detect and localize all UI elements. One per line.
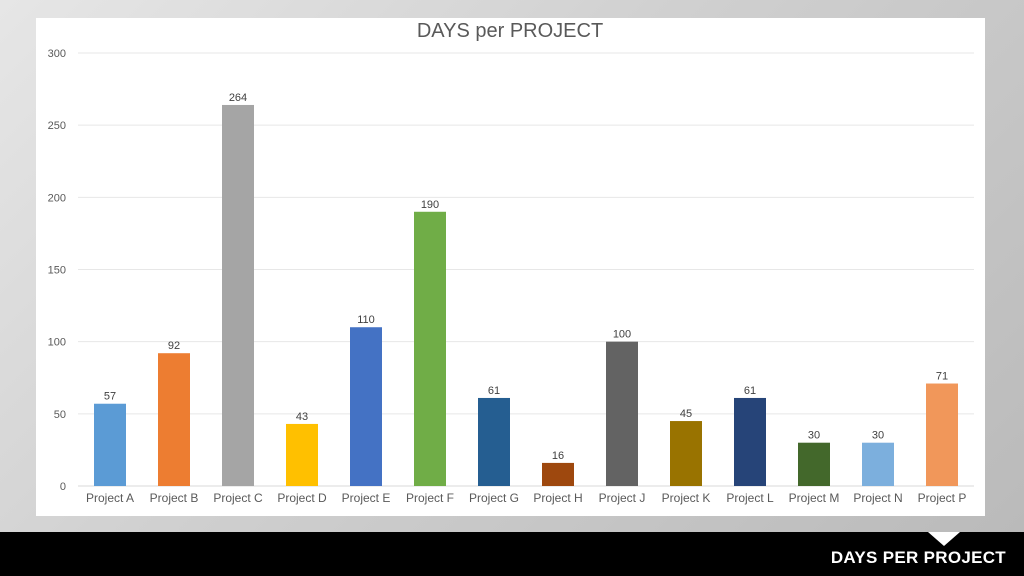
bar [414,211,446,486]
y-tick-label: 100 [48,337,66,349]
bar [542,462,574,486]
x-category-label: Project D [277,491,327,505]
bar-chart: DAYS per PROJECT 0 50 100 150 200 250 300 57 92… [48,20,974,505]
x-category-label: Project G [469,491,519,505]
bar-value-label: 264 [229,92,247,104]
bar [286,423,318,486]
y-tick-label: 0 [60,481,66,493]
bar-value-label: 61 [488,385,500,397]
bar-value-label: 30 [808,430,820,442]
bar-value-label: 43 [296,411,308,423]
chart-title: DAYS per PROJECT [417,20,603,42]
footer-bar [0,532,1024,576]
bars [94,104,958,487]
bar [222,104,254,487]
bar [478,397,510,486]
x-category-label: Project H [533,491,582,505]
y-tick-label: 150 [48,265,66,277]
category-labels: Project A Project B Project C Project D Proj… [86,491,966,505]
x-category-label: Project K [662,491,711,505]
bar-value-label: 100 [613,329,631,341]
x-category-label: Project N [853,491,902,505]
bar-value-label: 110 [357,314,375,326]
bar-value-label: 71 [936,371,948,383]
x-category-label: Project A [86,491,134,505]
bar [926,383,958,486]
x-category-label: Project J [599,491,646,505]
x-category-label: Project C [213,491,263,505]
x-category-label: Project P [918,491,967,505]
bar-value-label: 57 [104,391,116,403]
y-axis-ticks: 0 50 100 150 200 250 300 [48,48,66,493]
footer-notch [928,532,960,546]
data-labels: 57 92 264 43 110 190 61 16 100 45 61 30 30 71 [104,92,948,462]
x-category-label: Project F [406,491,454,505]
chart-card: DAYS per PROJECT 0 50 100 150 200 250 300 57 92… [36,18,985,516]
x-category-label: Project M [789,491,840,505]
gridlines [78,52,974,487]
y-tick-label: 300 [48,48,66,60]
bar-value-label: 61 [744,385,756,397]
bar [350,327,382,486]
y-tick-label: 200 [48,192,66,204]
bar [734,397,766,486]
y-tick-label: 250 [48,120,66,132]
bar [158,353,190,486]
footer-title: DAYS PER PROJECT [830,548,1006,567]
bar [798,442,830,486]
x-category-label: Project B [150,491,199,505]
bar-value-label: 92 [168,340,180,352]
bar [94,403,126,486]
bar-value-label: 190 [421,199,439,211]
y-tick-label: 50 [54,409,66,421]
x-category-label: Project E [342,491,391,505]
bar-value-label: 45 [680,408,692,420]
bar [862,442,894,486]
x-category-label: Project L [726,491,774,505]
bar [670,421,702,486]
bar-value-label: 30 [872,430,884,442]
bar-value-label: 16 [552,450,564,462]
bar [606,341,638,486]
